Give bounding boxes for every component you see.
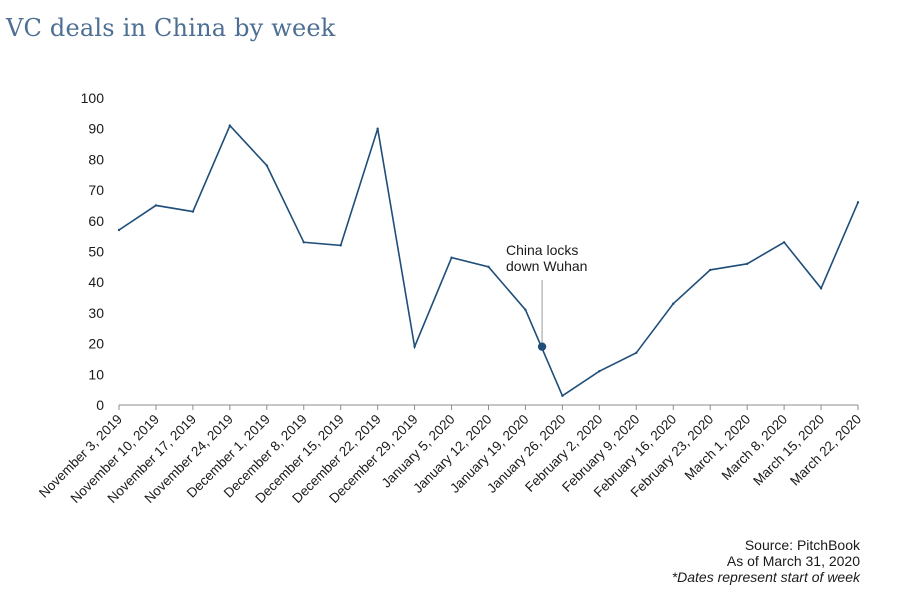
data-point — [450, 256, 453, 259]
y-tick-label: 70 — [88, 182, 104, 198]
source-note: Source: PitchBook — [744, 537, 860, 553]
data-point — [154, 204, 158, 207]
y-tick-label: 80 — [88, 151, 104, 167]
data-point — [376, 127, 379, 130]
data-point — [561, 394, 564, 397]
data-point — [635, 351, 638, 355]
chart-title: VC deals in China by week — [6, 14, 336, 42]
data-point — [524, 308, 527, 312]
data-point — [856, 201, 860, 204]
dates-footnote: *Dates represent start of week — [671, 569, 860, 585]
annotation-label: China locks — [506, 242, 578, 258]
y-tick-label: 50 — [88, 244, 104, 260]
data-point — [672, 302, 675, 305]
data-point — [487, 265, 490, 269]
data-point — [265, 164, 268, 167]
y-tick-label: 60 — [88, 213, 104, 229]
data-point — [413, 345, 416, 348]
data-point — [782, 241, 786, 244]
y-tick-label: 40 — [88, 274, 104, 290]
data-point — [709, 268, 712, 272]
annotation-label: down Wuhan — [506, 258, 587, 274]
y-tick-label: 0 — [96, 397, 104, 413]
data-point — [819, 287, 823, 290]
y-tick-label: 10 — [88, 366, 104, 382]
data-point — [745, 262, 749, 265]
data-point — [302, 241, 305, 244]
data-point — [117, 228, 121, 232]
data-point — [228, 124, 232, 127]
annotation-marker — [537, 342, 547, 351]
as-of-note: As of March 31, 2020 — [726, 553, 860, 569]
data-point — [598, 370, 601, 373]
data-point — [339, 244, 342, 247]
y-tick-label: 100 — [81, 90, 105, 106]
y-tick-label: 20 — [88, 336, 104, 352]
series-line — [118, 124, 859, 397]
y-tick-label: 90 — [88, 121, 104, 137]
chart-footer: Source: PitchBook As of March 31, 2020 *… — [672, 537, 860, 585]
y-tick-label: 30 — [88, 305, 104, 321]
data-point — [191, 210, 195, 213]
